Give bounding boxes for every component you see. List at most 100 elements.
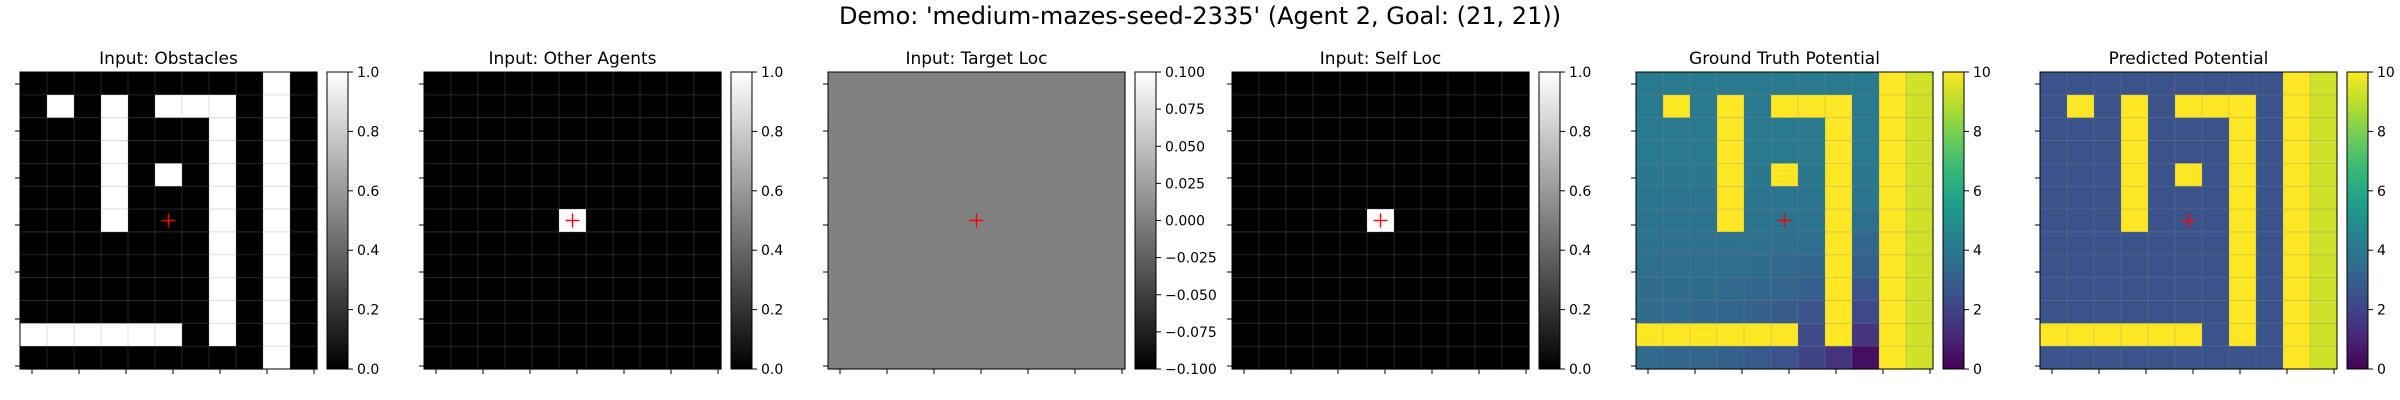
heatmap-cell [936, 254, 964, 279]
heatmap-cell [1286, 346, 1314, 370]
heatmap-cell [47, 117, 75, 142]
heatmap-cell [2229, 140, 2257, 164]
heatmap-cell [424, 323, 452, 347]
heatmap-cell [2067, 277, 2095, 302]
heatmap-cell [290, 209, 318, 233]
colorbar-tick-label: 0.8 [357, 124, 379, 140]
heatmap-cell [263, 277, 291, 302]
heatmap-cell [1744, 163, 1772, 187]
heatmap-cell [1690, 323, 1718, 347]
heatmap-cell [1394, 72, 1422, 96]
heatmap-cell [559, 140, 587, 164]
colorbar-tick-label: 0.4 [761, 243, 783, 259]
heatmap-cell [1367, 323, 1395, 347]
heatmap-cell [667, 209, 695, 233]
heatmap-cell [2175, 186, 2203, 210]
heatmap-cell [909, 209, 937, 233]
heatmap-cell [1286, 72, 1314, 96]
heatmap-cell [2067, 231, 2095, 256]
heatmap-cell [182, 323, 210, 347]
heatmap-cell [532, 72, 560, 96]
heatmap-cell [1340, 346, 1368, 370]
heatmap-cell [1502, 209, 1530, 233]
heatmap-cell [1286, 94, 1314, 119]
heatmap-cell [1394, 94, 1422, 119]
heatmap-cell [909, 231, 937, 256]
heatmap-cell [1636, 94, 1664, 119]
heatmap-cell [2256, 186, 2284, 210]
heatmap-cell [1017, 140, 1045, 164]
heatmap-cell [2256, 254, 2284, 279]
heatmap-cell [532, 323, 560, 347]
heatmap-cell [236, 231, 264, 256]
heatmap-cell [74, 323, 102, 347]
heatmap-cell [586, 140, 614, 164]
heatmap-cell [424, 346, 452, 370]
heatmap-cell [2202, 277, 2230, 302]
heatmap-cell [2067, 117, 2095, 142]
heatmap-cell [1017, 163, 1045, 187]
heatmap-cell [694, 117, 722, 142]
heatmap-cell [1286, 163, 1314, 187]
heatmap-cell [424, 140, 452, 164]
heatmap-cell [1475, 186, 1503, 210]
heatmap-cell [2040, 254, 2068, 279]
heatmap-cell [640, 346, 668, 370]
heatmap-cell [2040, 346, 2068, 370]
heatmap-cell [1663, 277, 1691, 302]
heatmap-cell [559, 254, 587, 279]
heatmap-cell [1017, 231, 1045, 256]
heatmap-cell [963, 186, 991, 210]
heatmap-cell [424, 209, 452, 233]
heatmap-cell [505, 300, 533, 324]
heatmap-cell [532, 346, 560, 370]
colorbar-tick-label: 0.100 [1165, 65, 1205, 81]
heatmap-cell [2229, 277, 2257, 302]
heatmap-cell [828, 323, 856, 347]
heatmap-cell [236, 140, 264, 164]
heatmap-cell [2148, 163, 2176, 187]
heatmap-cell [2229, 254, 2257, 279]
heatmap-cell [2256, 231, 2284, 256]
heatmap-cell [1259, 277, 1287, 302]
heatmap-cell [1798, 231, 1826, 256]
heatmap-cell [855, 186, 883, 210]
heatmap-cell [1448, 140, 1476, 164]
heatmap-cell [1636, 209, 1664, 233]
heatmap-cell [101, 117, 129, 142]
heatmap-cell [1798, 277, 1826, 302]
heatmap-cell [640, 186, 668, 210]
heatmap-cell [1744, 140, 1772, 164]
heatmap-cell [236, 186, 264, 210]
panel-title: Input: Self Loc [1320, 49, 1441, 69]
heatmap-cell [532, 209, 560, 233]
heatmap-cell [2121, 94, 2149, 119]
heatmap-cell [505, 94, 533, 119]
heatmap-cell [1367, 72, 1395, 96]
heatmap-cell [855, 140, 883, 164]
colorbar-tick-label: 0.2 [357, 303, 379, 319]
heatmap-cell [1744, 323, 1772, 347]
heatmap-cell [855, 209, 883, 233]
heatmap-cell [559, 300, 587, 324]
heatmap-cell [1636, 300, 1664, 324]
heatmap-cell [1663, 140, 1691, 164]
heatmap-cell [1340, 186, 1368, 210]
heatmap-cell [1906, 186, 1934, 210]
heatmap-cell [2067, 300, 2095, 324]
heatmap-cell [1098, 186, 1126, 210]
heatmap-cell [478, 231, 506, 256]
heatmap-cell [1771, 163, 1799, 187]
heatmap-cell [1286, 277, 1314, 302]
heatmap-cell [1690, 163, 1718, 187]
heatmap-cell [2121, 254, 2149, 279]
heatmap-cell [155, 72, 183, 96]
heatmap-cell [1771, 231, 1799, 256]
heatmap-cell [613, 117, 641, 142]
heatmap-cell [1017, 300, 1045, 324]
heatmap-cell [1340, 254, 1368, 279]
heatmap-cell [909, 117, 937, 142]
heatmap-cell [828, 231, 856, 256]
heatmap-cell [1852, 231, 1880, 256]
heatmap-cell [451, 117, 479, 142]
